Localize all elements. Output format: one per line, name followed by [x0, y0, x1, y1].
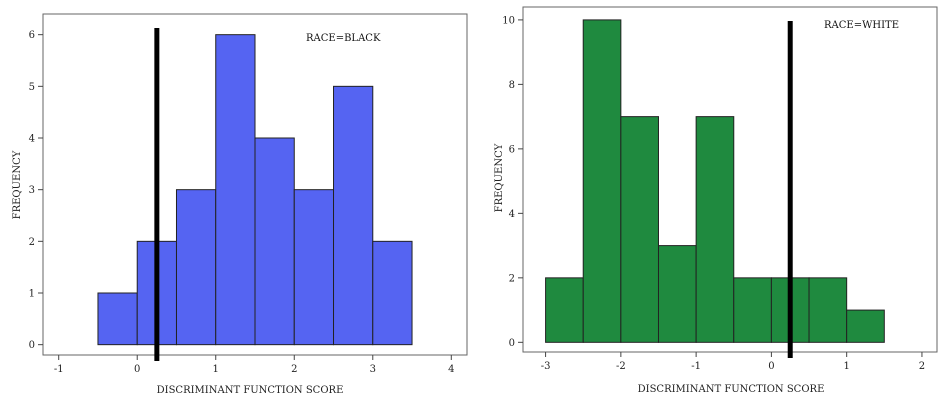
- y-tick-label: 10: [502, 15, 515, 26]
- y-tick-label: 6: [509, 144, 515, 155]
- plot-frame: [522, 6, 938, 353]
- histogram-bar: [545, 277, 584, 343]
- x-tick-label: 2: [291, 364, 297, 375]
- histogram-bar: [333, 85, 374, 346]
- x-tick-label: -3: [541, 361, 551, 372]
- x-tick-label: 0: [768, 361, 774, 372]
- histogram-bar: [97, 292, 138, 346]
- y-tick-label: 0: [29, 340, 35, 351]
- y-tick-label: 6: [29, 30, 35, 41]
- histogram-white-svg: -3 -2 -1 0 1 2 0 2 4 6 8 10 RACE=WHITE DISCRIMINANT…: [494, 6, 938, 395]
- y-tick-label: 4: [509, 209, 515, 220]
- x-tick-label: 2: [919, 361, 925, 372]
- y-tick-label: 8: [509, 80, 515, 91]
- histogram-bar: [254, 137, 295, 346]
- race-annotation: RACE=WHITE: [824, 20, 899, 31]
- y-tick-label: 2: [29, 237, 35, 248]
- y-tick-label: 4: [29, 134, 35, 145]
- y-tick-label: 0: [509, 338, 515, 349]
- x-tick-label: -1: [691, 361, 701, 372]
- y-tick-label: 5: [29, 82, 35, 93]
- y-tick-label: 1: [29, 289, 35, 300]
- histogram-bar: [582, 19, 622, 343]
- plot-frame: [42, 13, 468, 356]
- x-tick-label: -1: [54, 364, 64, 375]
- x-tick-label: 1: [843, 361, 849, 372]
- histogram-bar: [733, 277, 772, 343]
- histogram-bar: [372, 240, 413, 346]
- x-tick-label: -2: [616, 361, 626, 372]
- y-tick-label: 3: [29, 185, 35, 196]
- histogram-bar: [175, 189, 217, 346]
- x-axis-label: DISCRIMINANT FUNCTION SCORE: [638, 384, 825, 395]
- x-tick-label: 0: [134, 364, 140, 375]
- x-tick-label: 3: [370, 364, 376, 375]
- y-axis-label: FREQUENCY: [494, 143, 505, 212]
- histogram-bar: [657, 245, 697, 343]
- x-axis-label: DISCRIMINANT FUNCTION SCORE: [157, 385, 344, 396]
- histogram-bar: [846, 309, 885, 343]
- race-annotation: RACE=BLACK: [306, 33, 381, 44]
- histogram-bar: [808, 277, 848, 343]
- histogram-bar: [695, 116, 735, 343]
- y-tick-label: 2: [509, 273, 515, 284]
- histogram-bar: [215, 34, 256, 346]
- histogram-race-black: -1 0 1 2 3 4 0 1 2 3 4 5 6 RACE=BLACK DISCRIMINANT F…: [0, 0, 470, 401]
- histogram-bar: [293, 189, 335, 346]
- histogram-bar: [620, 116, 659, 343]
- x-tick-label: 1: [213, 364, 219, 375]
- x-tick-label: 4: [448, 364, 454, 375]
- y-axis-label: FREQUENCY: [12, 150, 23, 219]
- histogram-race-white: -3 -2 -1 0 1 2 0 2 4 6 8 10 RACE=WHITE DISCRIMINANT…: [478, 0, 941, 401]
- histogram-black-svg: -1 0 1 2 3 4 0 1 2 3 4 5 6 RACE=BLACK DISCRIMINANT F…: [12, 13, 468, 396]
